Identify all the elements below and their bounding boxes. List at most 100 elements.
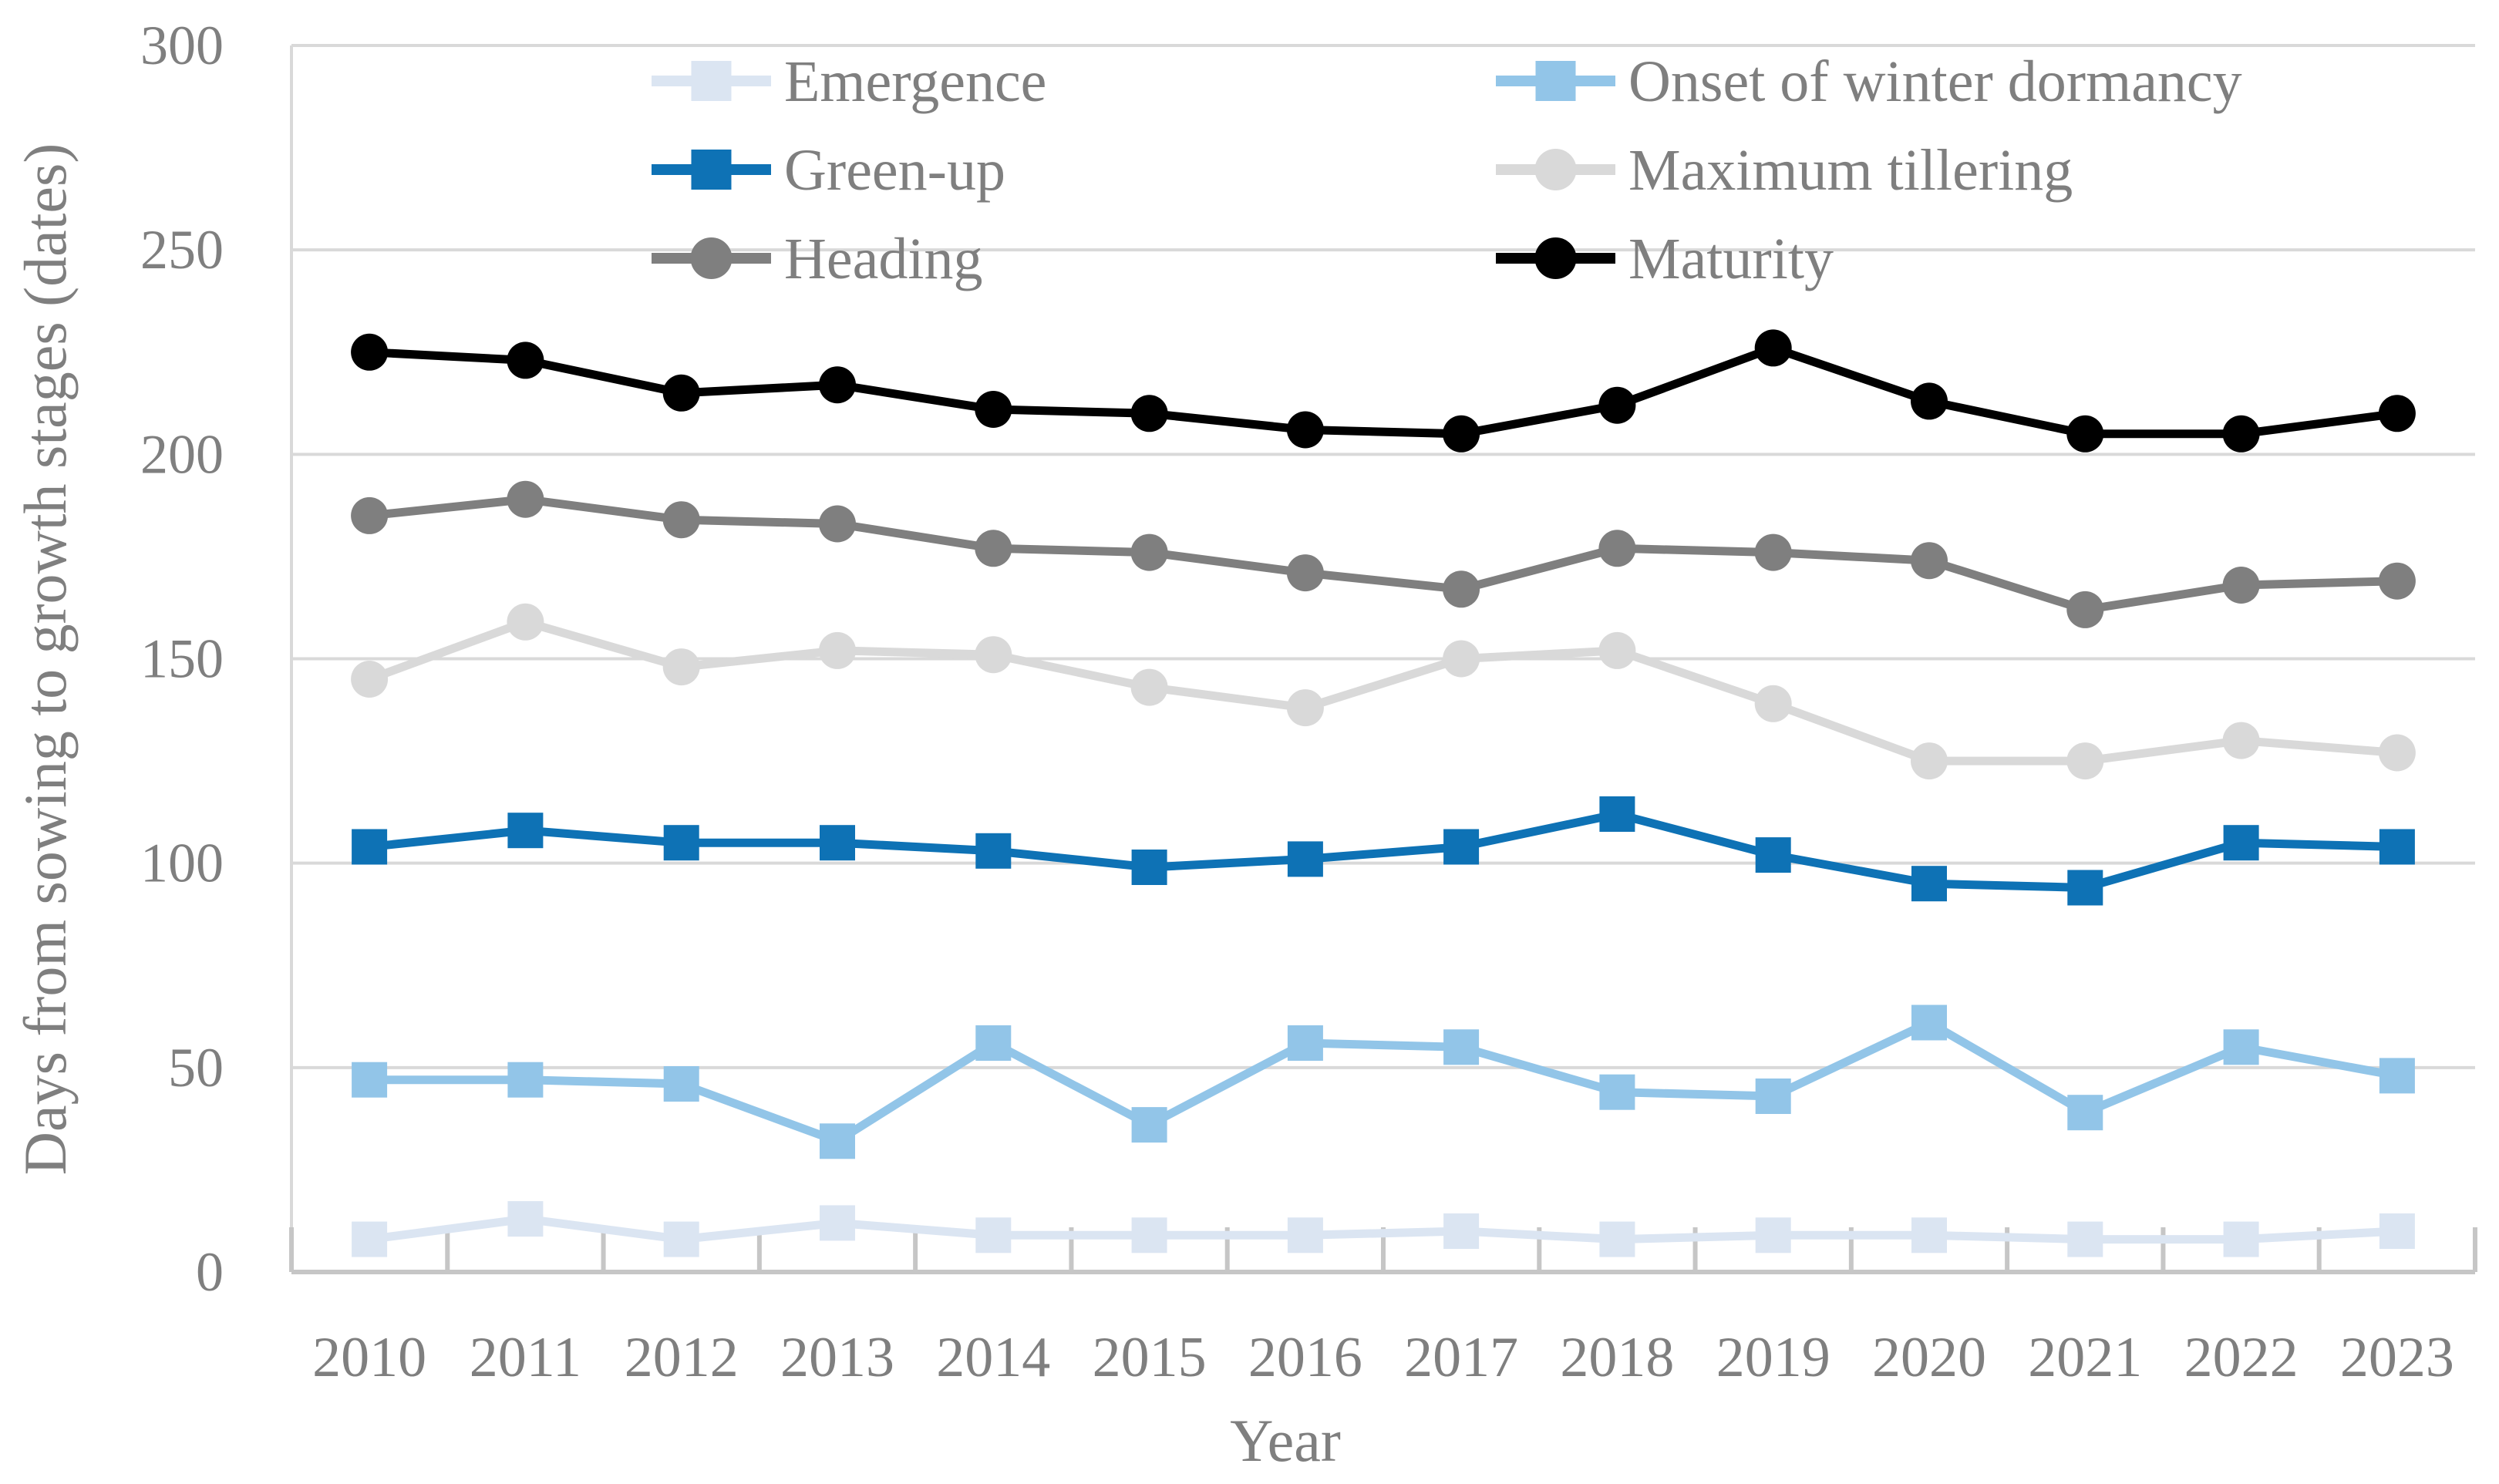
- x-tick-label: 2013: [780, 1326, 894, 1389]
- series-line: [369, 495, 2398, 614]
- data-point: [820, 1205, 855, 1241]
- data-point: [662, 648, 700, 686]
- series-line: [369, 343, 2398, 439]
- data-point: [1287, 1217, 1323, 1253]
- data-point: [2067, 1095, 2103, 1131]
- data-point: [507, 342, 544, 379]
- data-point: [662, 374, 700, 412]
- data-point: [1130, 668, 1168, 706]
- y-tick-label: 0: [196, 1241, 224, 1303]
- x-tick-label: 2021: [2028, 1326, 2142, 1389]
- data-point: [1599, 1074, 1635, 1110]
- data-point: [2223, 1029, 2259, 1065]
- data-point: [1598, 631, 1636, 669]
- data-point: [1599, 1221, 1635, 1257]
- legend-label: Emergence: [784, 49, 1046, 114]
- data-point: [507, 813, 544, 849]
- data-point: [352, 829, 388, 865]
- data-point: [1286, 689, 1324, 727]
- data-point: [2378, 734, 2416, 772]
- data-point: [975, 1217, 1012, 1253]
- y-tick-label: 200: [140, 423, 224, 485]
- data-point: [352, 1062, 388, 1098]
- data-point: [2223, 825, 2259, 861]
- data-point: [975, 391, 1012, 428]
- data-point: [663, 1221, 699, 1257]
- x-tick-label: 2017: [1404, 1326, 1518, 1389]
- legend-item-onset-of-winter-dormancy: Onset of winter dormancy: [1496, 49, 2242, 114]
- data-point: [507, 603, 544, 641]
- x-tick-label: 2010: [312, 1326, 426, 1389]
- legend-label: Maximum tillering: [1628, 138, 2073, 203]
- data-point: [2222, 722, 2260, 759]
- data-point: [1443, 829, 1480, 865]
- series-line: [368, 617, 2398, 766]
- data-point: [2379, 1213, 2415, 1249]
- legend-label: Heading: [784, 227, 982, 291]
- data-point: [819, 505, 856, 543]
- x-axis-title: Year: [1230, 1407, 1341, 1474]
- x-tick-label: 2015: [1093, 1326, 1207, 1389]
- data-point: [975, 530, 1012, 567]
- legend-marker: [1535, 61, 1576, 101]
- data-point: [1443, 415, 1480, 453]
- series-green-up: [352, 796, 2415, 906]
- data-point: [820, 825, 855, 861]
- series-maturity: [351, 329, 2416, 453]
- data-point: [1754, 685, 1792, 722]
- data-point: [663, 825, 699, 861]
- data-point: [663, 1066, 699, 1102]
- legend-item-green-up: Green-up: [652, 138, 1005, 203]
- series-line: [369, 1214, 2398, 1244]
- data-point: [2066, 591, 2104, 628]
- data-point: [1287, 1025, 1323, 1061]
- y-axis-title: Days from sowing to growth stages (dates…: [12, 143, 79, 1176]
- data-point: [1755, 1079, 1791, 1114]
- x-tick-label: 2012: [625, 1326, 739, 1389]
- data-point: [662, 501, 700, 539]
- data-point: [1287, 841, 1323, 877]
- data-point: [2223, 1221, 2259, 1257]
- data-point: [2067, 870, 2103, 906]
- legend-label: Onset of winter dormancy: [1628, 49, 2242, 114]
- legend-marker: [691, 61, 732, 101]
- x-tick-label: 2022: [2184, 1326, 2299, 1389]
- data-point: [1911, 542, 1948, 580]
- legend-item-emergence: Emergence: [652, 49, 1046, 114]
- data-point: [819, 366, 856, 404]
- legend-label: Green-up: [784, 138, 1005, 203]
- y-tick-label: 150: [140, 628, 224, 690]
- data-point: [2222, 415, 2260, 453]
- data-point: [351, 496, 389, 534]
- data-point: [1131, 850, 1167, 885]
- x-tick-label: 2016: [1248, 1326, 1362, 1389]
- x-tick-label: 2011: [470, 1326, 581, 1389]
- data-point: [2066, 415, 2104, 453]
- x-tick-label: 2020: [1872, 1326, 1986, 1389]
- data-point: [1130, 395, 1168, 432]
- y-tick-label: 300: [140, 15, 224, 76]
- data-point: [1131, 1107, 1167, 1143]
- data-point: [1911, 1004, 1947, 1041]
- data-point: [1911, 382, 1948, 420]
- data-point: [975, 636, 1012, 674]
- data-point: [1286, 554, 1324, 592]
- legend: Emergence Onset of winter dormancy Green-u…: [652, 49, 2242, 291]
- data-point: [507, 480, 544, 518]
- data-point: [507, 1062, 544, 1098]
- x-tick-label: 2018: [1560, 1326, 1674, 1389]
- series-emergence: [352, 1201, 2415, 1257]
- y-tick-label: 100: [140, 833, 224, 894]
- data-point: [1130, 533, 1168, 571]
- data-point: [1598, 386, 1636, 424]
- data-point: [1911, 1217, 1947, 1253]
- data-point: [1754, 533, 1792, 571]
- data-point: [2379, 1058, 2415, 1094]
- data-point: [975, 1025, 1012, 1061]
- data-point: [1443, 570, 1480, 608]
- legend-marker: [690, 237, 733, 279]
- data-point: [1443, 640, 1480, 678]
- data-point: [975, 833, 1012, 869]
